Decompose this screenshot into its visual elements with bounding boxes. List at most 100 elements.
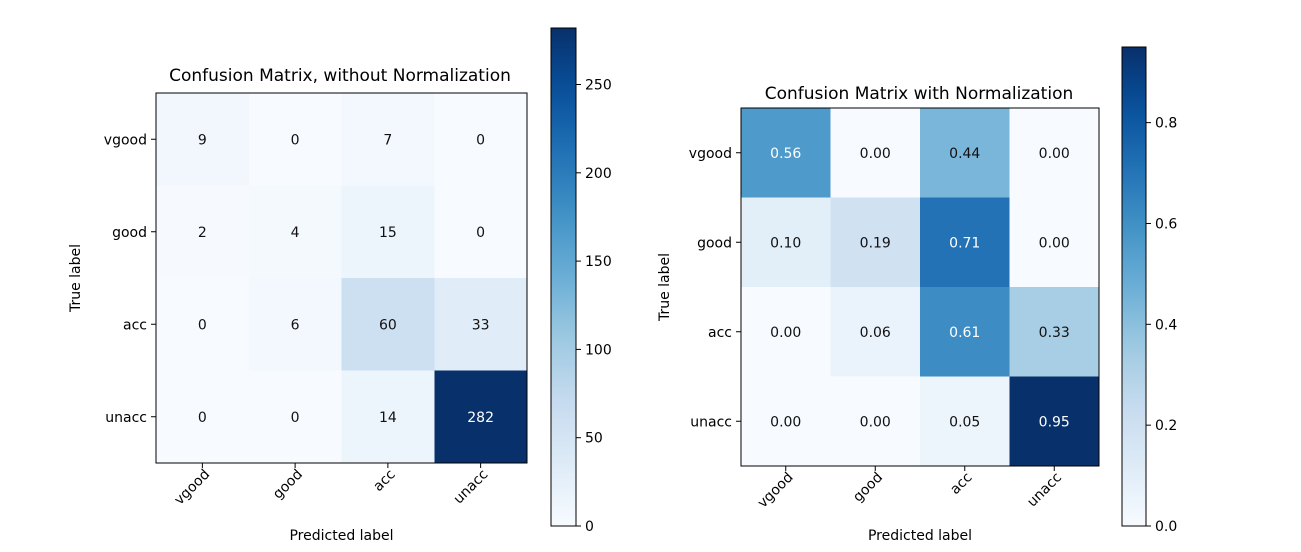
heatmap-cell [248,278,342,371]
colorbar: 0 50 100 150 200 250 [550,27,612,535]
y-tick-label: good [112,225,147,241]
heatmap-cell [920,287,1010,377]
cell-value-label: 0 [476,225,485,241]
colorbar-gradient [550,27,577,527]
heatmap-cell [1009,108,1100,198]
heatmap-cell [741,376,831,467]
plot-frame [155,92,528,464]
heatmap-cell [741,287,831,377]
heatmap-cell [434,93,528,186]
cell-value-label: 0.06 [860,325,891,341]
y-tick-label: unacc [690,414,732,430]
x-tick-label: unacc [451,467,492,508]
cell-value-label: 2 [198,225,207,241]
heatmap-cell [1009,197,1100,288]
heatmap-cell [341,185,435,279]
x-tick-label: vgood [755,470,797,512]
heatmap-cell [248,185,342,279]
x-tick-label: vgood [171,467,213,509]
x-tick-label: acc [947,470,975,498]
plot-frame [740,107,1100,467]
heatmap-cell [341,278,435,371]
cell-value-label: 15 [379,225,397,241]
heatmap-cell [341,370,435,464]
heatmap-cell [1009,287,1100,377]
colorbar-tick-label: 0.2 [1155,418,1177,434]
heatmap-cell [741,197,831,288]
cell-value-label: 9 [198,132,207,148]
colorbar-tick-label: 100 [585,342,612,358]
cell-value-label: 0.61 [949,325,980,341]
colorbar-tick-label: 0.8 [1155,116,1177,132]
cell-value-label: 0.00 [860,414,891,430]
cell-value-label: 0.19 [860,235,891,251]
cell-value-label: 0 [198,410,207,426]
confusion-matrix-normalized: 0.56 0.00 0.44 0.00 0.10 0.19 0.71 0.00 0.00 0.06… [657,46,1177,544]
x-axis-label: Predicted label [868,528,972,544]
heatmap-cells: 9 0 7 0 2 4 15 0 0 6 60 33 0 0 14 282 [156,93,528,464]
colorbar: 0.0 0.2 0.4 0.6 0.8 [1121,46,1177,535]
y-axis-label: True label [657,253,673,322]
colorbar-tick-label: 150 [585,254,612,270]
heatmap-cell [156,370,250,464]
cell-value-label: 0.00 [770,325,801,341]
cell-value-label: 14 [379,410,397,426]
x-tick-label: unacc [1024,470,1065,511]
heatmap-cell [156,93,250,186]
colorbar-tick-label: 0.0 [1155,519,1177,535]
heatmap-cell [830,108,921,198]
heatmap-cell [741,108,831,198]
heatmap-cell [830,197,921,288]
cell-value-label: 0.44 [949,146,980,162]
x-tick-label: good [270,467,306,503]
heatmap-cell [248,370,342,464]
y-tick-label: good [697,235,732,251]
cell-value-label: 60 [379,317,397,333]
y-tick-label: vgood [689,146,732,162]
x-tick-label: acc [370,467,398,495]
heatmap-cell [830,376,921,467]
chart-title: Confusion Matrix, without Normalization [169,66,511,86]
cell-value-label: 0.00 [1039,235,1070,251]
cell-value-label: 33 [472,317,490,333]
cell-value-label: 282 [467,410,494,426]
heatmap-cell [1009,376,1100,467]
cell-value-label: 0 [291,410,300,426]
cell-value-label: 0.00 [860,146,891,162]
colorbar-tick-label: 50 [585,431,603,447]
cell-value-label: 0 [476,132,485,148]
colorbar-tick-label: 200 [585,166,612,182]
heatmap-cell [920,376,1010,467]
y-tick-label: vgood [104,132,147,148]
colorbar-tick-label: 250 [585,78,612,94]
heatmap-cell [248,93,342,186]
cell-value-label: 4 [291,225,300,241]
heatmap-cell [830,287,921,377]
heatmap-cell [156,278,250,371]
heatmap-cell [920,108,1010,198]
cell-value-label: 0.56 [770,146,801,162]
cell-value-label: 0.71 [949,235,980,251]
cell-value-label: 0.33 [1039,325,1070,341]
cell-value-label: 0.95 [1039,414,1070,430]
heatmap-cell [156,185,250,279]
x-tick-label: good [850,470,886,506]
cell-value-label: 7 [383,132,392,148]
y-tick-label: unacc [105,410,147,426]
heatmap-cell [434,370,528,464]
heatmap-cells: 0.56 0.00 0.44 0.00 0.10 0.19 0.71 0.00 0.00 0.06… [741,108,1100,467]
y-tick-label: acc [708,325,732,341]
y-axis-label: True label [68,244,84,313]
colorbar-tick-label: 0.4 [1155,317,1177,333]
cell-value-label: 0.05 [949,414,980,430]
heatmap-cell [434,185,528,279]
cell-value-label: 0 [198,317,207,333]
chart-title: Confusion Matrix with Normalization [765,84,1074,104]
heatmap-cell [341,93,435,186]
cell-value-label: 6 [291,317,300,333]
cell-value-label: 0.10 [770,235,801,251]
colorbar-tick-label: 0 [585,519,594,535]
